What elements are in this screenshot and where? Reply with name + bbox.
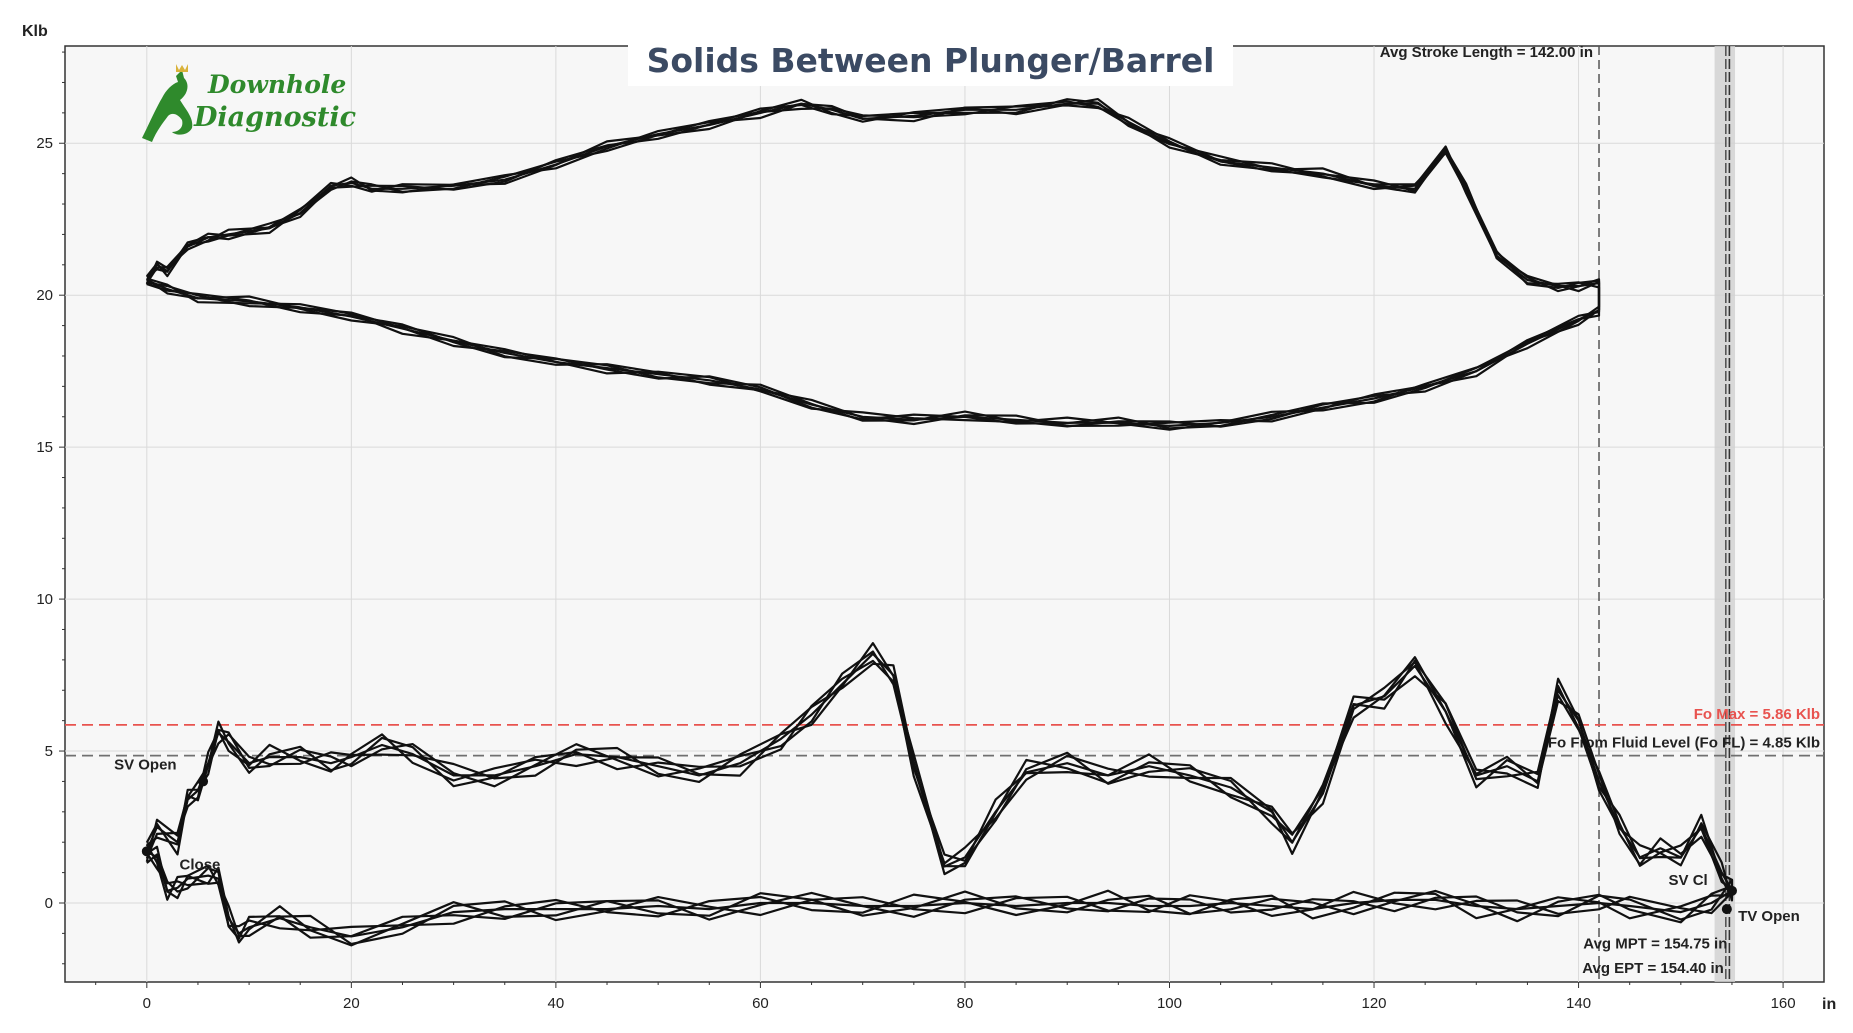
x-tick-label: 120: [1362, 995, 1387, 1012]
annotation-label: SV Open: [114, 756, 177, 773]
y-tick-label: 10: [36, 591, 53, 608]
y-axis-ticks: 0 5 10 15 20 25: [36, 51, 65, 965]
valve-event-point: [141, 846, 152, 857]
valve-event-point: [1721, 904, 1732, 915]
y-axis-label: Klb: [22, 23, 48, 40]
annotation-label: SV Cl: [1669, 872, 1708, 889]
x-tick-label: 20: [343, 995, 360, 1012]
vertical-markers: Avg Stroke Length = 142.00 in Avg MPT = 1…: [1380, 44, 1731, 982]
x-tick-label: 0: [143, 995, 151, 1012]
plot-area: [64, 45, 1825, 983]
surface-card-stroke: [145, 102, 1601, 427]
grid: [65, 46, 1824, 982]
valve-event-point: [198, 776, 209, 787]
reference-line-label: Fo From Fluid Level (Fo FL) = 4.85 Klb: [1548, 735, 1820, 752]
x-tick-label: 160: [1771, 995, 1796, 1012]
annotation-label: Close: [180, 857, 221, 874]
title-box: Solids Between Plunger/Barrel: [628, 34, 1233, 86]
logo-text-line2: Diagnostic: [194, 102, 357, 133]
gecko-icon: [142, 64, 193, 142]
mpt-label: Avg MPT = 154.75 in: [1583, 936, 1727, 953]
card-series: [145, 98, 1734, 947]
shaded-band: [1714, 46, 1736, 982]
pump-card-stroke: [145, 642, 1734, 932]
y-tick-label: 25: [36, 135, 53, 152]
shaded-band-rect: [1714, 46, 1736, 982]
y-tick-label: 5: [45, 743, 53, 760]
y-tick-label: 0: [45, 895, 53, 912]
x-tick-label: 140: [1566, 995, 1591, 1012]
x-axis-ticks: 0 20 40 60 80 100 120 140 160: [95, 982, 1796, 1012]
x-tick-label: 80: [957, 995, 974, 1012]
y-tick-label: 15: [36, 439, 53, 456]
pump-card-stroke: [145, 661, 1734, 946]
x-tick-label: 100: [1157, 995, 1182, 1012]
crown-icon: [176, 64, 188, 72]
chart-title: Solids Between Plunger/Barrel: [646, 40, 1215, 80]
valve-event-point: [1726, 885, 1737, 896]
x-tick-label: 40: [548, 995, 565, 1012]
annotation-label: TV Open: [1738, 908, 1800, 925]
annotations: SV Open Close SV Cl TV Open: [114, 756, 1800, 925]
reference-line-label: Fo Max = 5.86 Klb: [1694, 706, 1820, 723]
logo: Downhole Diagnostic: [132, 62, 362, 152]
ept-label: Avg EPT = 154.40 in: [1582, 960, 1724, 977]
stroke-length-label: Avg Stroke Length = 142.00 in: [1380, 44, 1593, 61]
logo-text-line1: Downhole: [208, 70, 347, 99]
y-tick-label: 20: [36, 287, 53, 304]
x-axis-label: in: [1822, 996, 1836, 1013]
x-tick-label: 60: [752, 995, 769, 1012]
